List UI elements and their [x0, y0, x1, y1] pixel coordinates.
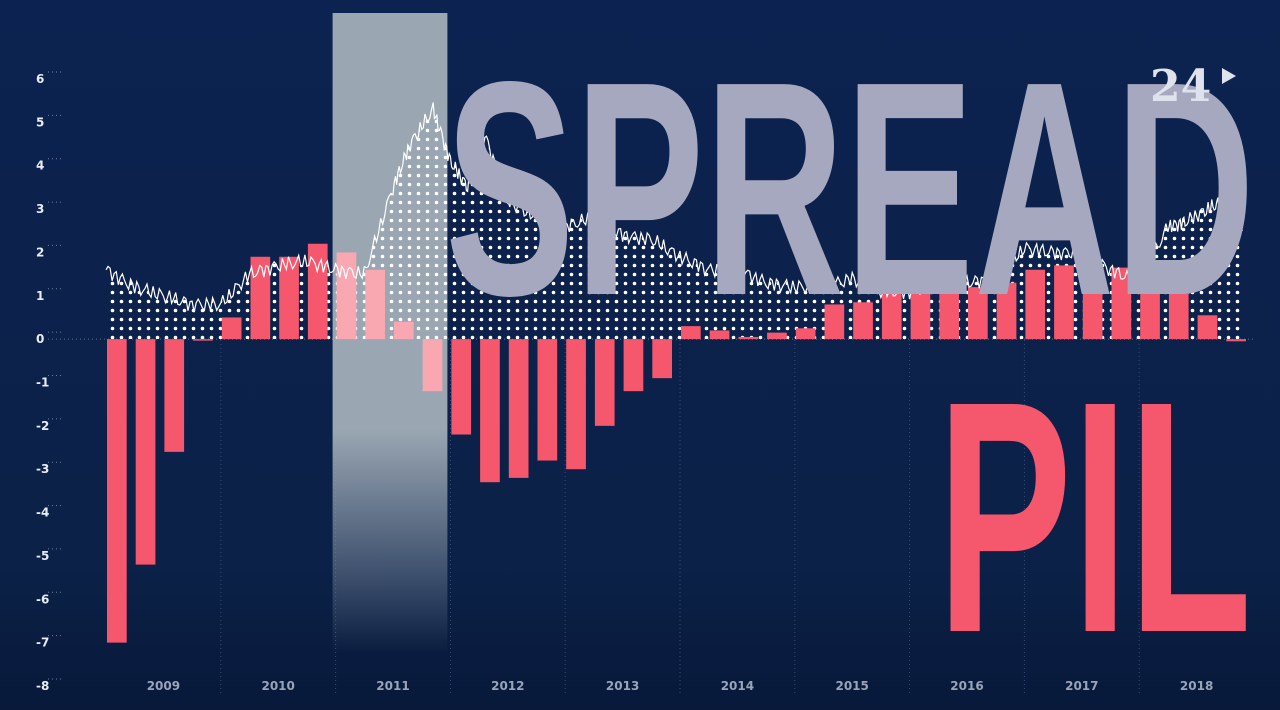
- pil-bar: [451, 339, 472, 435]
- pil-bar: [881, 284, 902, 340]
- pil-bar: [164, 339, 185, 452]
- pil-bar: [1226, 339, 1246, 342]
- pil-bar: [508, 339, 529, 478]
- spread-title: SPREAD: [445, 18, 1255, 359]
- pil-bar: [1082, 265, 1103, 340]
- x-tick-label: 2018: [1180, 679, 1213, 693]
- pil-bar: [566, 339, 586, 470]
- y-tick-label: -5: [36, 549, 49, 563]
- x-tick-label: 2009: [147, 679, 180, 693]
- pil-bar: [594, 339, 615, 426]
- y-axis: 6 5 4 3 2 1 0 -1 -2 -3 -4 -5 -6 -7 -8: [36, 72, 49, 693]
- x-tick-label: 2010: [261, 679, 294, 693]
- spread-line: [105, 102, 1244, 313]
- x-axis: 2009 2010 2011 2012 2013 2014 2015 2016 2017 2018: [147, 679, 1214, 693]
- y-tick-label: -8: [36, 679, 49, 693]
- y-tick-label: -4: [36, 506, 49, 520]
- x-tick-label: 2013: [606, 679, 639, 693]
- spread-area: [106, 102, 1243, 340]
- y-tick-label: 6: [36, 72, 44, 86]
- pil-bar: [365, 269, 385, 340]
- logo: 24: [1150, 61, 1236, 112]
- y-tick-label: 1: [36, 289, 44, 303]
- pil-bar: [1140, 280, 1160, 340]
- pil-bar: [1197, 315, 1218, 340]
- x-tick-label: 2014: [721, 679, 754, 693]
- pil-bar: [968, 287, 988, 340]
- pil-bar: [250, 256, 271, 340]
- pil-bar: [480, 339, 500, 483]
- pil-bar: [795, 328, 816, 340]
- x-tick-label: 2017: [1065, 679, 1098, 693]
- pil-bar: [336, 252, 357, 340]
- pil-bar: [1168, 293, 1189, 340]
- x-tick-label: 2016: [950, 679, 983, 693]
- pil-bar: [767, 332, 787, 340]
- x-tick-label: 2015: [835, 679, 868, 693]
- y-tick-label: 2: [36, 245, 44, 259]
- pil-bar: [422, 339, 443, 392]
- y-tick-label: -1: [36, 376, 49, 390]
- pil-bar: [1111, 267, 1132, 340]
- y-tick-label: -3: [36, 462, 49, 476]
- pil-bar: [738, 336, 759, 340]
- y-tick-label: 4: [36, 159, 44, 173]
- pil-bar: [996, 282, 1017, 340]
- pil-bar: [853, 302, 873, 340]
- play-triangle-icon: [1222, 68, 1236, 84]
- y-tick-label: 0: [36, 332, 44, 346]
- pil-bar: [939, 289, 959, 340]
- pil-bar: [681, 326, 701, 340]
- pil-bar: [394, 321, 414, 340]
- pil-bar: [1025, 269, 1046, 340]
- logo-text: 24: [1150, 61, 1211, 112]
- pil-bar: [221, 317, 242, 340]
- x-tick-label: 2012: [491, 679, 524, 693]
- pil-bar: [107, 339, 127, 643]
- y-tick-label: -7: [36, 636, 49, 650]
- pil-bars: [107, 243, 1246, 643]
- pil-bar: [279, 256, 299, 340]
- pil-bar: [1054, 265, 1074, 340]
- pil-bar: [910, 282, 931, 340]
- pil-bar: [824, 304, 845, 340]
- pil-bar: [193, 339, 213, 341]
- y-tick-label: -2: [36, 419, 49, 433]
- x-tick-label: 2011: [376, 679, 409, 693]
- y-tick-label: -6: [36, 592, 49, 606]
- pil-bar: [709, 330, 730, 340]
- pil-bar: [537, 339, 558, 461]
- pil-bar: [652, 339, 672, 379]
- y-tick-label: 3: [36, 202, 44, 216]
- pil-title: PIL: [937, 332, 1252, 701]
- y-tick-label: 5: [36, 115, 44, 129]
- pil-bar: [623, 339, 644, 392]
- pil-bar: [135, 339, 156, 565]
